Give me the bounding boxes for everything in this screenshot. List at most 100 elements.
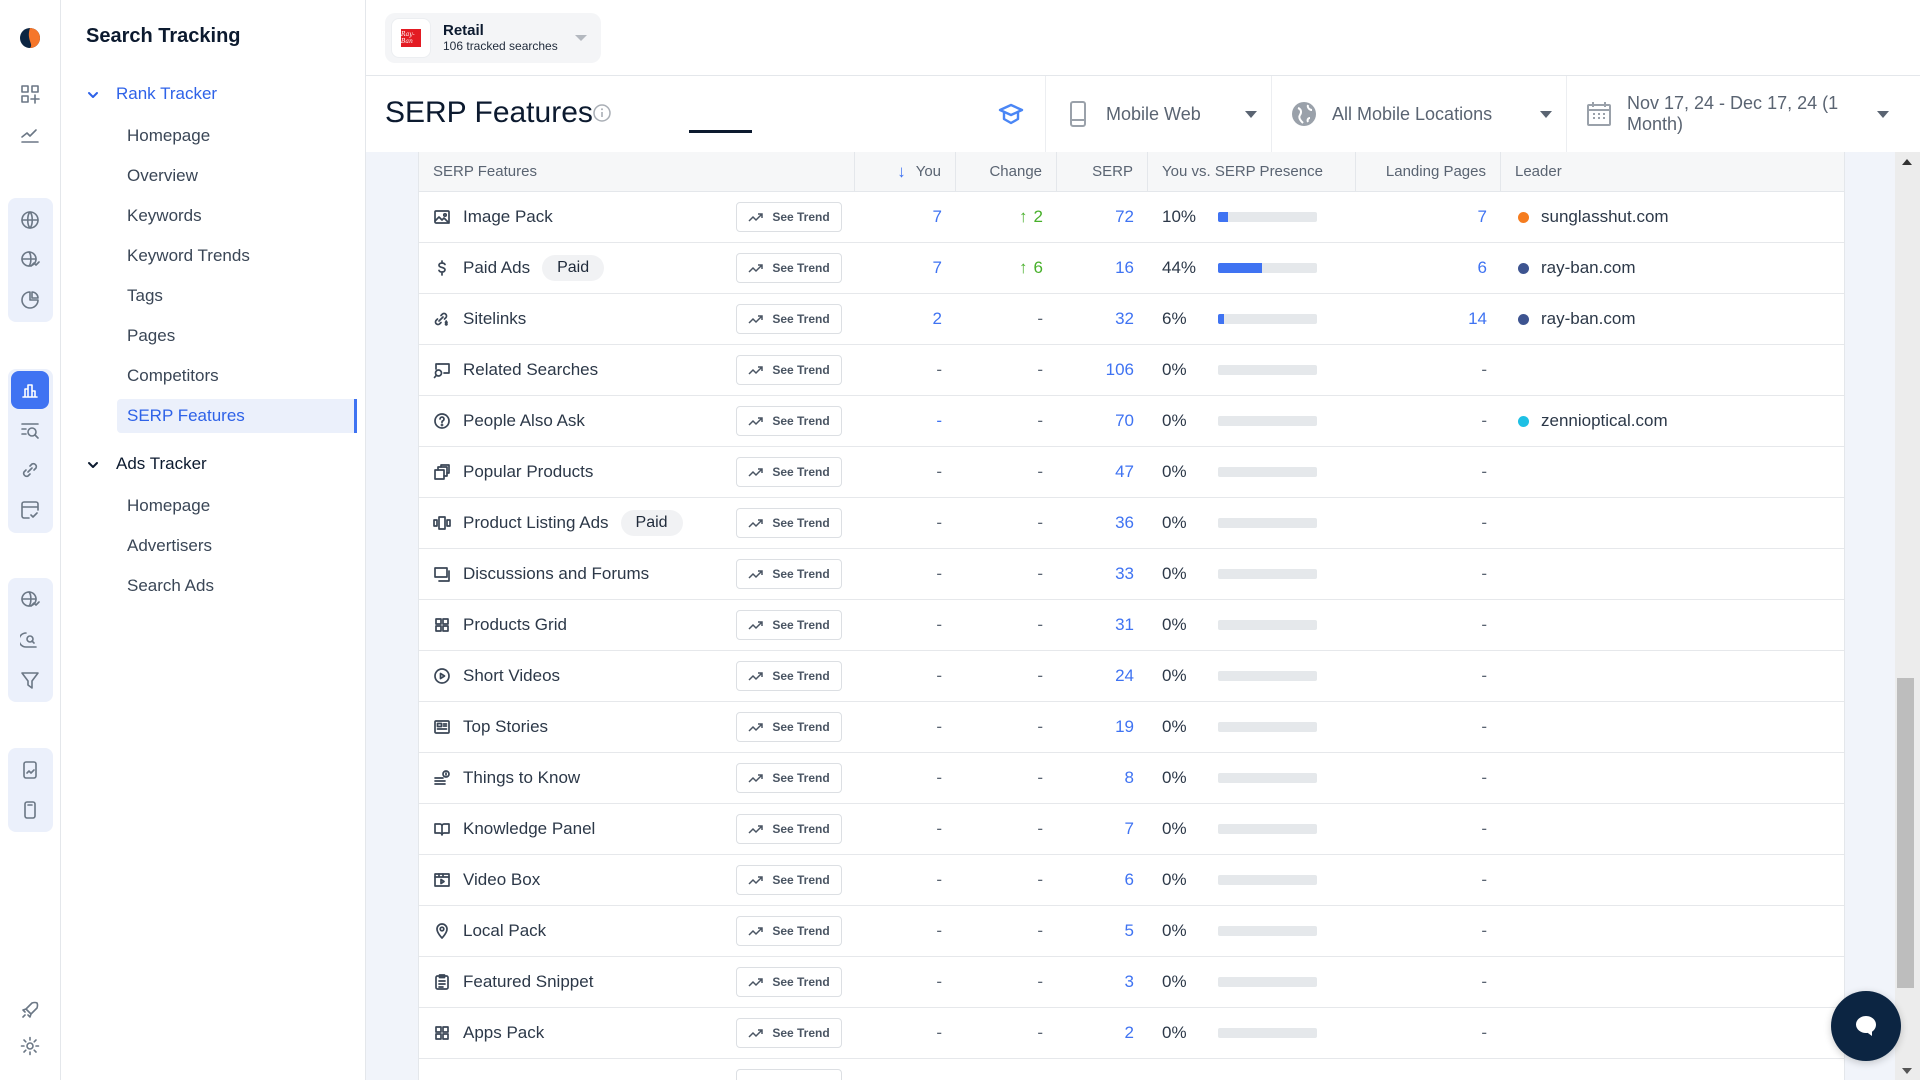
see-trend-button[interactable]: See Trend (736, 967, 842, 997)
see-trend-button[interactable] (736, 1069, 842, 1080)
nav-item-search-ads[interactable]: Search Ads (127, 576, 214, 595)
col-header-you[interactable]: ↓ You (855, 152, 956, 191)
serp-value[interactable]: 5 (1124, 921, 1134, 940)
nav-section-ads-tracker[interactable]: Ads Tracker (86, 454, 207, 474)
see-trend-button[interactable]: See Trend (736, 355, 842, 385)
you-value[interactable]: - (936, 411, 942, 430)
see-trend-button[interactable]: See Trend (736, 763, 842, 793)
table-row[interactable]: Product Listing Ads Paid See Trend - - 3… (419, 498, 1844, 549)
device-filter[interactable]: Mobile Web (1045, 76, 1271, 152)
leader-domain[interactable]: sunglasshut.com (1541, 207, 1669, 226)
table-row[interactable]: Local Pack See Trend - - 5 0% - (419, 906, 1844, 957)
see-trend-button[interactable]: See Trend (736, 712, 842, 742)
scroll-up-arrow-icon[interactable] (1902, 159, 1912, 165)
see-trend-button[interactable]: See Trend (736, 916, 842, 946)
see-trend-button[interactable]: See Trend (736, 814, 842, 844)
academy-icon[interactable] (997, 100, 1025, 128)
nav-item-serp-features[interactable]: SERP Features (117, 399, 357, 433)
gear-icon[interactable] (16, 1032, 44, 1060)
table-row[interactable]: Short Videos See Trend - - 24 0% - (419, 651, 1844, 702)
browser-check-icon[interactable] (16, 496, 44, 524)
table-row[interactable]: Discussions and Forums See Trend - - 33 … (419, 549, 1844, 600)
landing-value[interactable]: 14 (1468, 309, 1487, 328)
leader-domain[interactable]: zennioptical.com (1541, 411, 1668, 430)
serp-value[interactable]: 31 (1115, 615, 1134, 634)
serp-value[interactable]: 19 (1115, 717, 1134, 736)
table-row[interactable]: Video Box See Trend - - 6 0% - (419, 855, 1844, 906)
nav-section-rank-tracker[interactable]: Rank Tracker (86, 84, 217, 104)
see-trend-button[interactable]: See Trend (736, 304, 842, 334)
serp-value[interactable]: 32 (1115, 309, 1134, 328)
see-trend-button[interactable]: See Trend (736, 865, 842, 895)
see-trend-button[interactable]: See Trend (736, 253, 842, 283)
scrollbar-thumb[interactable] (1897, 678, 1914, 988)
serp-value[interactable]: 24 (1115, 666, 1134, 685)
chat-button[interactable] (1831, 991, 1901, 1061)
dashboard-add-icon[interactable] (16, 80, 44, 108)
table-row[interactable]: Things to Know See Trend - - 8 0% - (419, 753, 1844, 804)
serp-value[interactable]: 6 (1124, 870, 1134, 889)
serp-value[interactable]: 3 (1124, 972, 1134, 991)
see-trend-button[interactable]: See Trend (736, 406, 842, 436)
nav-item-pages[interactable]: Pages (127, 326, 176, 345)
see-trend-button[interactable]: See Trend (736, 508, 842, 538)
link-icon[interactable] (16, 456, 44, 484)
rocket-icon[interactable] (16, 996, 44, 1024)
you-value[interactable]: 2 (932, 309, 942, 328)
table-row[interactable]: Knowledge Panel See Trend - - 7 0% - (419, 804, 1844, 855)
serp-value[interactable]: 47 (1115, 462, 1134, 481)
location-filter[interactable]: All Mobile Locations (1271, 76, 1566, 152)
table-row[interactable]: Apps Pack See Trend - - 2 0% - (419, 1008, 1844, 1059)
table-row[interactable]: People Also Ask See Trend - - 70 0% - ze… (419, 396, 1844, 447)
date-range-filter[interactable]: Nov 17, 24 - Dec 17, 24 (1 Month) (1566, 76, 1895, 152)
project-selector[interactable]: Ray-Ban Retail 106 tracked searches (385, 13, 601, 63)
mobile-icon[interactable] (16, 796, 44, 824)
serp-value[interactable]: 7 (1124, 819, 1134, 838)
nav-item-competitors[interactable]: Competitors (127, 366, 219, 385)
table-row[interactable]: Paid Ads Paid See Trend 7 ↑ 6 16 44% 6 ra… (419, 243, 1844, 294)
serp-value[interactable]: 16 (1115, 258, 1134, 277)
globe-trend-icon[interactable] (16, 246, 44, 274)
nav-item-keywords[interactable]: Keywords (127, 206, 202, 225)
nav-item-homepage[interactable]: Homepage (127, 126, 211, 145)
pie-chart-icon[interactable] (16, 286, 44, 314)
nav-item-tags[interactable]: Tags (127, 286, 163, 305)
see-trend-button[interactable]: See Trend (736, 610, 842, 640)
col-header-landing[interactable]: Landing Pages (1356, 152, 1501, 191)
filter-icon[interactable] (16, 666, 44, 694)
table-row[interactable]: Popular Products See Trend - - 47 0% - (419, 447, 1844, 498)
nav-item-keyword-trends[interactable]: Keyword Trends (127, 246, 250, 265)
globe-icon[interactable] (16, 206, 44, 234)
info-icon[interactable] (592, 103, 612, 123)
col-header-serp[interactable]: SERP (1057, 152, 1148, 191)
table-row[interactable]: Image Pack See Trend 7 ↑ 2 72 10% 7 sungl… (419, 192, 1844, 243)
serp-value[interactable]: 72 (1115, 207, 1134, 226)
col-header-feature[interactable]: SERP Features (419, 152, 855, 191)
see-trend-button[interactable]: See Trend (736, 457, 842, 487)
trend-chart-icon[interactable] (16, 120, 44, 148)
bar-chart-icon[interactable] (11, 371, 49, 409)
serp-value[interactable]: 2 (1124, 1023, 1134, 1042)
leader-domain[interactable]: ray-ban.com (1541, 309, 1636, 328)
mobile-trend-icon[interactable] (16, 756, 44, 784)
table-row[interactable]: Top Stories See Trend - - 19 0% - (419, 702, 1844, 753)
landing-value[interactable]: 7 (1477, 207, 1487, 226)
table-row[interactable]: Related Searches See Trend - - 106 0% - (419, 345, 1844, 396)
scroll-down-arrow-icon[interactable] (1902, 1068, 1912, 1074)
nav-item-advertisers[interactable]: Advertisers (127, 536, 213, 555)
col-header-leader[interactable]: Leader (1515, 163, 1562, 180)
see-trend-button[interactable]: See Trend (736, 1018, 842, 1048)
landing-value[interactable]: 6 (1477, 258, 1487, 277)
you-value[interactable]: 7 (932, 258, 942, 277)
serp-value[interactable]: 8 (1124, 768, 1134, 787)
serp-value[interactable]: 36 (1115, 513, 1134, 532)
scrollbar[interactable] (1895, 152, 1920, 1080)
table-row[interactable]: Featured Snippet See Trend - - 3 0% - (419, 957, 1844, 1008)
see-trend-button[interactable]: See Trend (736, 661, 842, 691)
leader-domain[interactable]: ray-ban.com (1541, 258, 1636, 277)
col-header-change[interactable]: Change (956, 152, 1057, 191)
see-trend-button[interactable]: See Trend (736, 559, 842, 589)
serp-value[interactable]: 70 (1115, 411, 1134, 430)
you-value[interactable]: 7 (932, 207, 942, 226)
search-lens-icon[interactable] (16, 626, 44, 654)
